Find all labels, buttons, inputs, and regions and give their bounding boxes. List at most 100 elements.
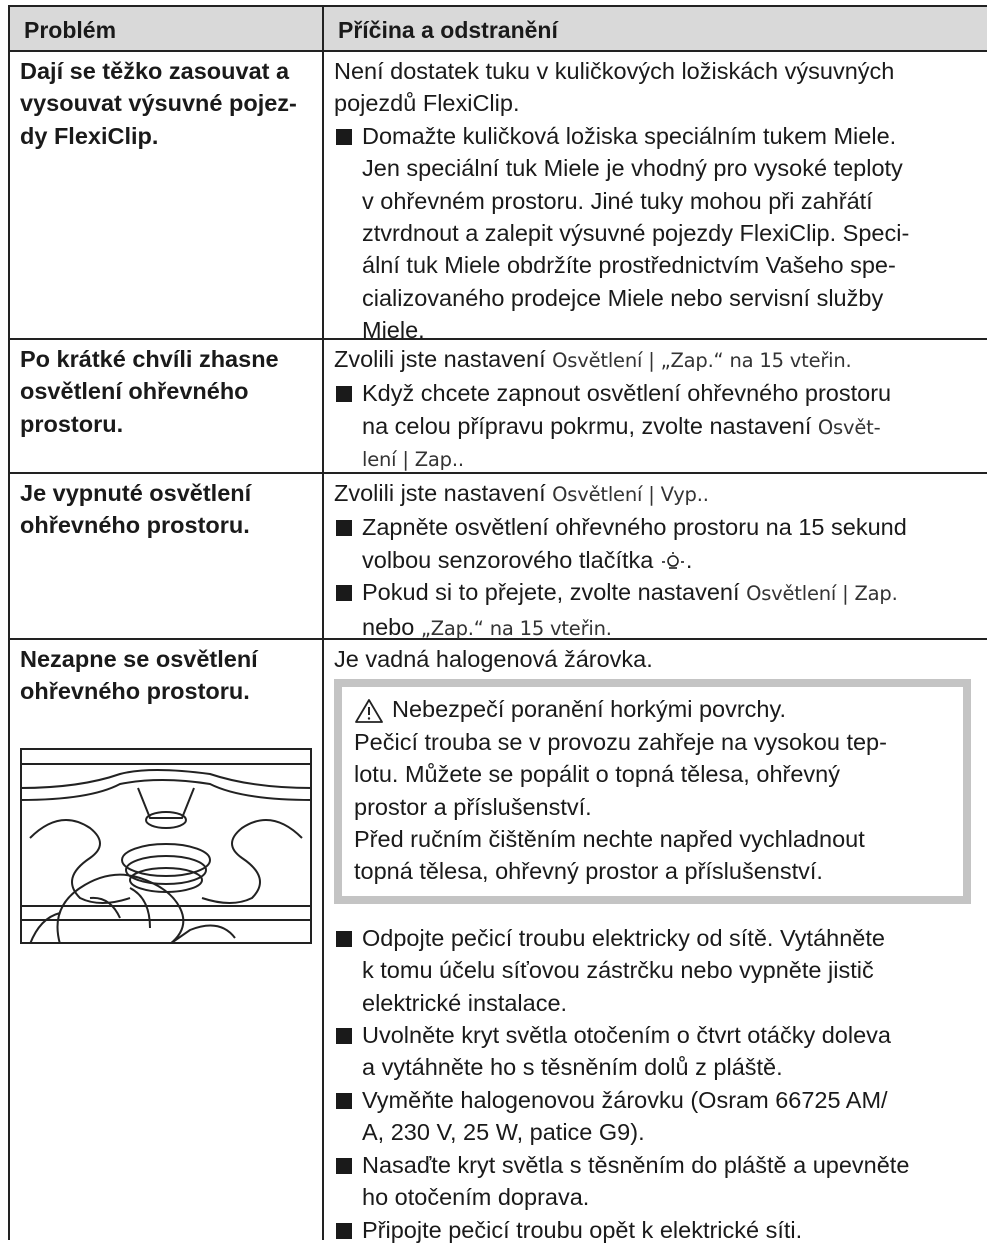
text-line: Pokud si to přejete, zvolte nastavení Os… xyxy=(362,576,977,610)
step: Domažte kuličková ložiska speciálním tuk… xyxy=(334,120,977,347)
problem-cell: Po krátké chvíli zhasne osvětlení ohřevn… xyxy=(10,340,324,472)
header-cell: Příčina a odstranění xyxy=(338,17,558,43)
text-line: Není dostatek tuku v kuličkových ložiská… xyxy=(334,58,895,84)
text-line: ho otočením doprava. xyxy=(362,1184,590,1211)
drawing-part xyxy=(145,810,187,829)
text-line: Domažte kuličková ložiska speciálním tuk… xyxy=(362,122,897,149)
warning-box: Nebezpečí poranění horkými povrchy. Peči… xyxy=(334,679,971,904)
text-line: Je vadná halogenová žárovka. xyxy=(334,646,653,672)
warning-icon xyxy=(355,699,383,724)
text-line: vysouvat výsuvné pojez- xyxy=(20,90,297,117)
text-line: A, 230 V, 25 W, patice G9). xyxy=(362,1119,645,1146)
cause-cell: Zvolili jste nastavení Osvětlení | Vyp..… xyxy=(324,474,987,640)
drawing-part xyxy=(19,768,313,789)
table: Problém Příčina a odstranění Dají se těž… xyxy=(8,5,987,1243)
text-line: ální tuk Miele obdržíte prostřednictvím … xyxy=(362,252,896,279)
text-line: nebo xyxy=(362,613,421,640)
text-line: Uvolněte kryt světla otočením o čtvrt ot… xyxy=(362,1022,891,1049)
header-row: Problém Příčina a odstranění xyxy=(10,7,987,52)
step: Nasaďte kryt světla s těsněním do pláště… xyxy=(334,1149,977,1214)
setting-text: „Zap.“ na 15 vteřin. xyxy=(420,616,612,640)
drawing-part xyxy=(29,818,131,904)
drawing-part xyxy=(19,747,313,945)
table-row: Je vypnuté osvětlení ohřevného prostoru.… xyxy=(10,474,987,640)
text-line: dy FlexiClip. xyxy=(20,122,159,149)
drawing-part xyxy=(667,554,679,567)
step: Uvolněte kryt světla otočením o čtvrt ot… xyxy=(334,1019,977,1084)
table-row: Po krátké chvíli zhasne osvětlení ohřevn… xyxy=(10,340,987,474)
drawing-part xyxy=(125,854,207,885)
text-line: Je vypnuté osvětlení xyxy=(20,480,252,506)
step: Vyměňte halogenovou žárovku (Osram 66725… xyxy=(334,1084,977,1149)
text-line: Nebezpečí poranění horkými povrchy. xyxy=(354,693,951,725)
cause-cell: Je vadná halogenová žárovka. Nebezpečí p… xyxy=(324,640,987,1243)
drawing-part xyxy=(19,778,313,801)
step: Pokud si to přejete, zvolte nastavení Os… xyxy=(334,576,977,645)
table-row: Nezapne se osvětlení ohřevného prostoru. xyxy=(10,640,987,1243)
drawing-part xyxy=(137,787,195,819)
text-line: cializovaného prodejce Miele nebo servis… xyxy=(362,284,884,311)
text-line: Zvolili jste nastavení Osvětlení | Vyp.. xyxy=(334,477,977,511)
text-line: k tomu účelu síťovou zástrčku nebo vypně… xyxy=(362,957,874,984)
text-line: Nebezpečí poranění horkými povrchy. xyxy=(392,696,787,723)
problem-cell: Nezapne se osvětlení ohřevného prostoru. xyxy=(10,640,324,1240)
text-line: a vytáhněte ho s těsněním dolů z pláště. xyxy=(362,1054,783,1081)
text-line: elektrické instalace. xyxy=(362,989,568,1016)
text-line: Miele. xyxy=(362,317,425,344)
text-line: Vyměňte halogenovou žárovku (Osram 66725… xyxy=(362,1086,888,1113)
text-line: pojezdů FlexiClip. xyxy=(334,90,520,117)
setting-text: lení | Zap.. xyxy=(362,448,464,472)
text-line: Připojte pečicí troubu opět k elektrické… xyxy=(362,1216,803,1243)
text-line: Před ručním čištěním nechte napřed vychl… xyxy=(354,826,865,853)
text-line: Když chcete zapnout osvětlení ohřevného … xyxy=(362,380,892,407)
drawing-part xyxy=(29,911,61,945)
step: Zapněte osvětlení ohřevného prostoru na … xyxy=(334,511,977,576)
cause-cell: Zvolili jste nastavení Osvětlení | „Zap.… xyxy=(324,340,987,472)
text-line: nebo „Zap.“ na 15 vteřin. xyxy=(362,611,977,645)
text-line: ztvrdnout a zalepit výsuvné pojezdy Flex… xyxy=(362,220,910,247)
drawing-part xyxy=(367,717,371,720)
setting-text: Osvětlení | Vyp.. xyxy=(552,483,709,506)
text-line: Odpojte pečicí troubu elektricky od sítě… xyxy=(362,924,885,951)
step: Když chcete zapnout osvětlení ohřevného … xyxy=(334,377,977,476)
setting-text: Osvětlení | Zap. xyxy=(746,582,898,606)
setting-text: Osvětlení | „Zap.“ na 15 vteřin. xyxy=(552,349,852,372)
text-line: osvětlení ohřevného xyxy=(20,378,249,405)
header-cell: Problém xyxy=(10,7,324,50)
drawing-part xyxy=(169,924,236,945)
text-line: Po krátké chvíli zhasne xyxy=(20,346,279,372)
text-line: Zvolili jste nastavení xyxy=(334,480,553,506)
cause-cell: Není dostatek tuku v kuličkových ložiská… xyxy=(324,52,987,343)
drawing-part xyxy=(89,896,121,919)
text-line: ohřevného prostoru. xyxy=(20,678,250,705)
text-line: na celou přípravu pokrmu, zvolte nastave… xyxy=(362,412,818,439)
text-line: Dají se těžko zasouvat a xyxy=(20,58,290,84)
text-line: prostoru. xyxy=(20,410,124,437)
text-line: Nezapne se osvětlení xyxy=(20,646,258,672)
text-line: ohřevného prostoru. xyxy=(20,512,250,539)
text-line: Pokud si to přejete, zvolte nastavení xyxy=(362,579,747,606)
text-line: Zvolili jste nastavení Osvětlení | „Zap.… xyxy=(334,343,977,377)
text-line: prostor a příslušenství. xyxy=(354,793,592,820)
text-line: v ohřevném prostoru. Jiné tuky mohou při… xyxy=(362,187,873,214)
text-line: Zvolili jste nastavení xyxy=(334,346,553,372)
text-line: volbou senzorového tlačítka xyxy=(362,546,660,573)
text-line: lotu. Můžete se popálit o topná tělesa, … xyxy=(354,761,840,788)
text-line: Jen speciální tuk Miele je vhodný pro vy… xyxy=(362,155,903,182)
step: Odpojte pečicí troubu elektricky od sítě… xyxy=(334,922,977,1019)
table-row: Dají se těžko zasouvat a vysouvat výsuvn… xyxy=(10,52,987,343)
setting-text: Osvět- xyxy=(817,415,881,439)
drawing-part xyxy=(201,818,303,904)
problem-cell: Je vypnuté osvětlení ohřevného prostoru. xyxy=(10,474,324,638)
text-line: volbou senzorového tlačítka . xyxy=(362,544,977,576)
drawing-part xyxy=(129,886,151,928)
text-line: Zapněte osvětlení ohřevného prostoru na … xyxy=(362,514,907,541)
drawing-part xyxy=(20,747,312,944)
drawing-part xyxy=(121,842,211,877)
lamp-illustration xyxy=(19,747,313,945)
light-icon xyxy=(661,551,684,569)
drawing-part xyxy=(355,699,383,724)
text-line: Pečicí trouba se v provozu zahřeje na vy… xyxy=(354,728,887,755)
problem-cell: Dají se těžko zasouvat a vysouvat výsuvn… xyxy=(10,52,324,338)
